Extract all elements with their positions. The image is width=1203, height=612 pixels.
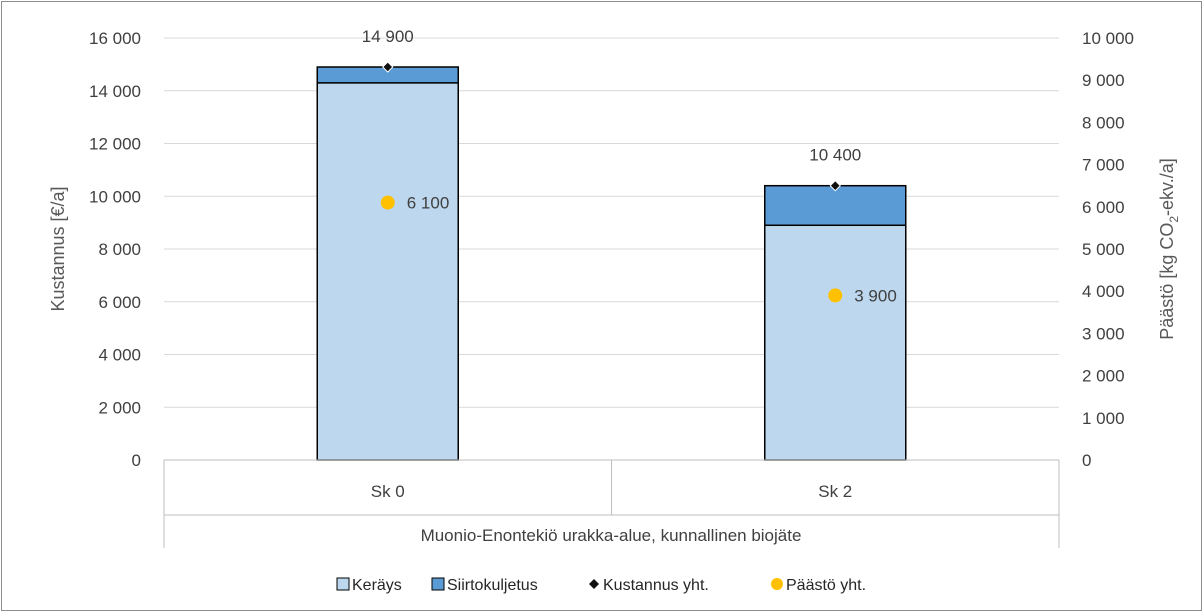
bar-segment <box>316 82 459 461</box>
legend-swatch <box>771 578 783 590</box>
emission-marker <box>380 195 395 210</box>
right-tick-label: 9 000 <box>1082 71 1125 90</box>
emission-label: 3 900 <box>854 286 897 305</box>
legend-label: Siirtokuljetus <box>447 577 538 594</box>
left-axis-title: Kustannus [€/a] <box>48 186 68 311</box>
total-cost-label: 14 900 <box>362 27 414 46</box>
left-axis-ticks: 0 2 000 4 000 6 000 8 000 10 000 12 000 14 000 1… <box>89 29 141 470</box>
right-tick-label: 1 000 <box>1082 409 1125 428</box>
right-tick-label: 8 000 <box>1082 113 1125 132</box>
left-tick-label: 6 000 <box>98 293 141 312</box>
total-cost-label: 10 400 <box>809 146 861 165</box>
gridlines <box>164 37 1059 408</box>
right-axis-title-main: Päästö [kg CO <box>1157 223 1177 340</box>
bar-segment <box>764 224 907 461</box>
left-tick-label: 0 <box>132 451 141 470</box>
left-tick-label: 4 000 <box>98 346 141 365</box>
legend-swatch <box>336 577 350 591</box>
category-label: Sk 2 <box>818 482 852 501</box>
bar-segment <box>764 184 907 227</box>
right-tick-label: 2 000 <box>1082 367 1125 386</box>
right-tick-label: 6 000 <box>1082 198 1125 217</box>
bars <box>316 66 907 461</box>
emission-marker <box>828 288 843 303</box>
legend-label: Päästö yht. <box>786 577 866 594</box>
right-tick-label: 3 000 <box>1082 324 1125 343</box>
left-tick-label: 2 000 <box>98 398 141 417</box>
category-label: Sk 0 <box>371 482 405 501</box>
category-axis: Sk 0 Sk 2 <box>163 459 1060 548</box>
left-tick-label: 12 000 <box>89 135 141 154</box>
category-group-label: Muonio-Enontekiö urakka-alue, kunnalline… <box>421 526 802 545</box>
emission-label: 6 100 <box>407 194 450 213</box>
right-tick-label: 0 <box>1082 451 1091 470</box>
legend-swatch <box>431 577 445 591</box>
right-tick-label: 7 000 <box>1082 156 1125 175</box>
legend-label: Keräys <box>352 577 402 594</box>
total-cost-marker <box>829 179 841 192</box>
left-tick-label: 16 000 <box>89 29 141 48</box>
total-cost-marker <box>382 61 394 73</box>
left-tick-label: 8 000 <box>98 240 141 259</box>
left-tick-label: 14 000 <box>89 82 141 101</box>
right-axis-ticks: 0 1 000 2 000 3 000 4 000 5 000 6 000 7 000 8 00… <box>1082 29 1134 470</box>
right-axis-title-end: -ekv./a] <box>1157 158 1177 216</box>
legend-label: Kustannus yht. <box>603 577 709 594</box>
right-tick-label: 4 000 <box>1082 282 1125 301</box>
markers: 14 900 10 400 6 100 3 900 <box>362 27 897 305</box>
right-tick-label: 10 000 <box>1082 29 1134 48</box>
legend-swatch <box>589 579 599 589</box>
left-tick-label: 10 000 <box>89 187 141 206</box>
right-axis-title: Päästö [kg CO2-ekv./a] <box>1157 158 1181 339</box>
legend: Keräys Siirtokuljetus Kustannus yht. Päästö… <box>336 577 866 594</box>
right-axis-title-sub: 2 <box>1167 216 1181 223</box>
right-tick-label: 5 000 <box>1082 240 1125 259</box>
